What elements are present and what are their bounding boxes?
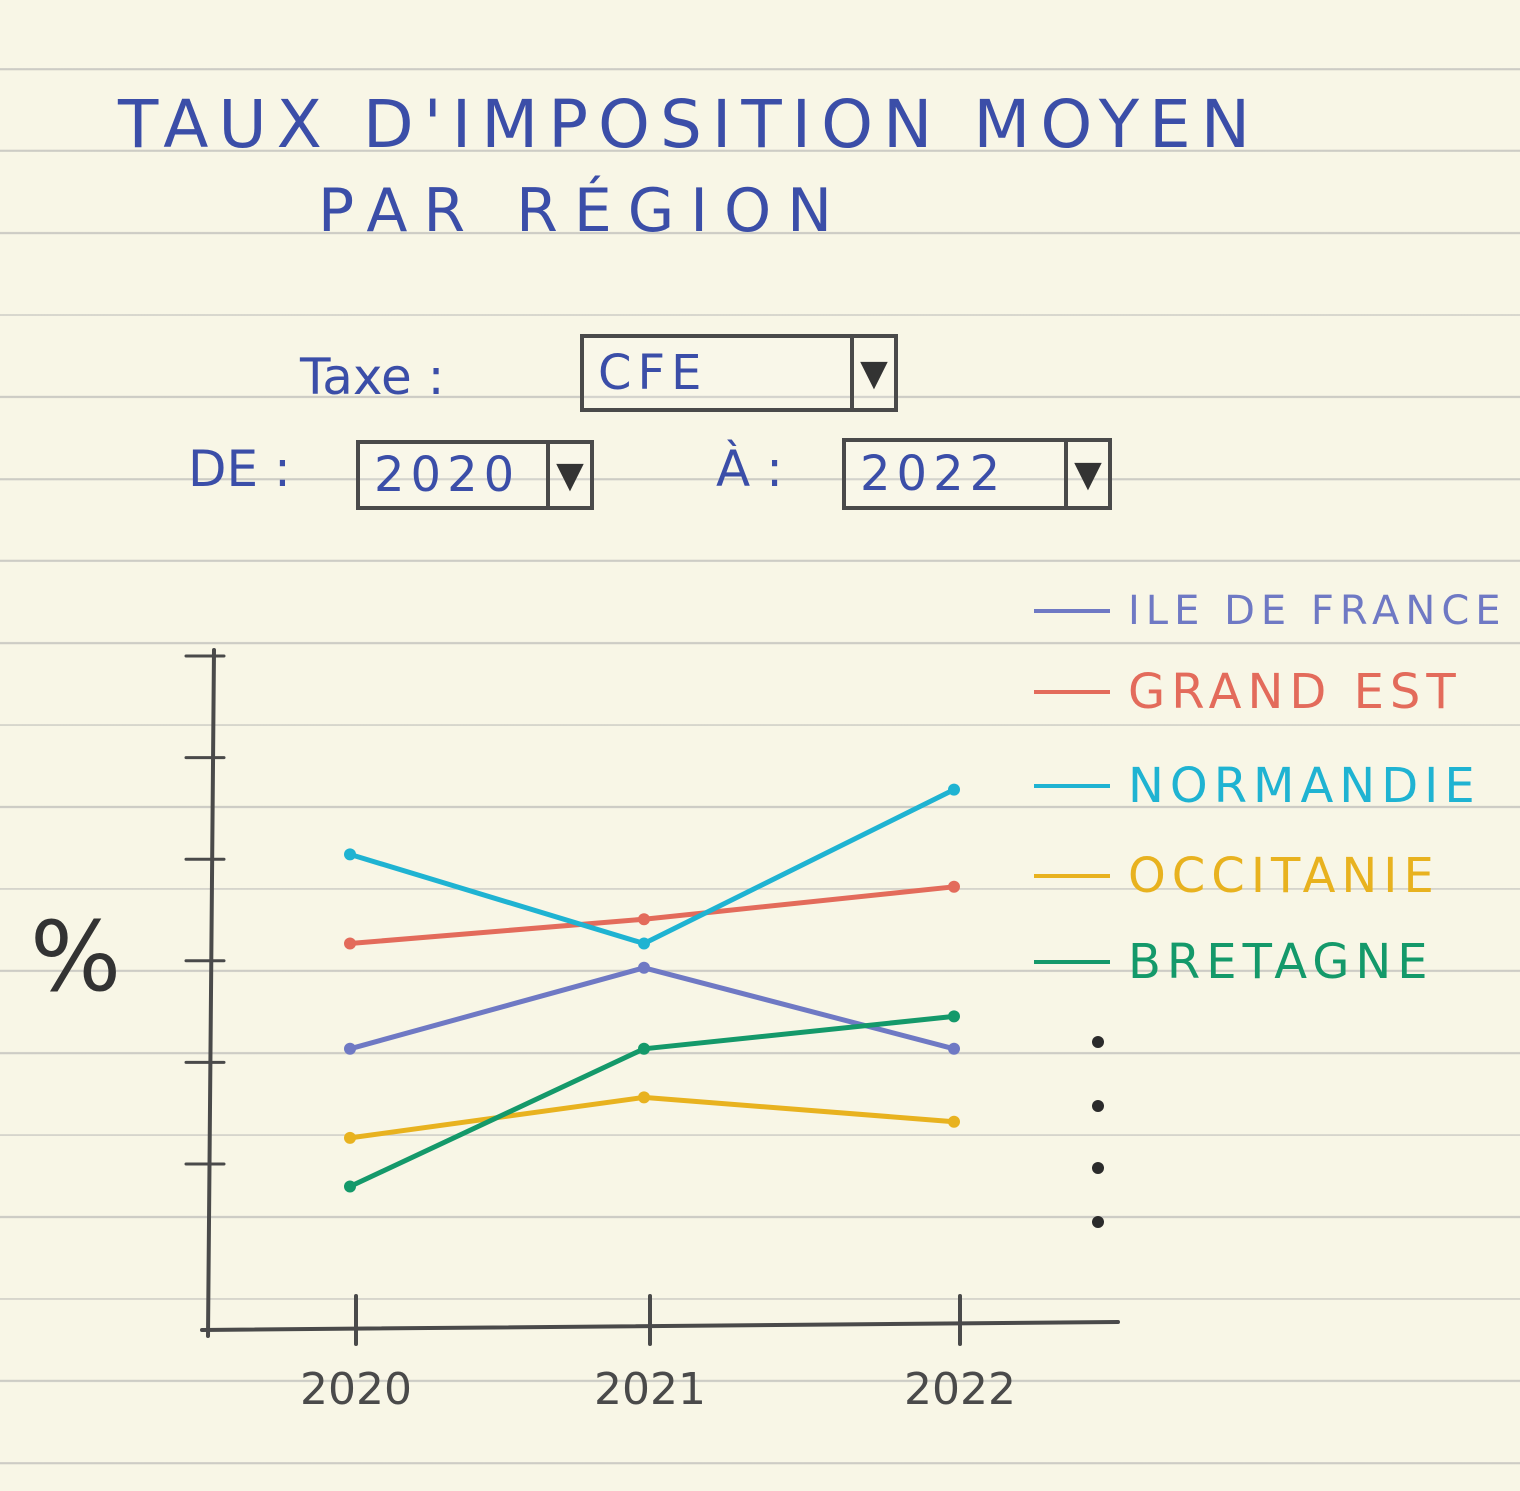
x-tick-label: 2021 [594,1364,706,1415]
legend-swatch-ile-de-france [1034,609,1110,613]
legend-swatch-occitanie [1034,874,1110,878]
legend-label-bretagne: BRETAGNE [1128,934,1434,990]
data-point-occitanie [948,1115,960,1128]
y-axis-line [206,648,216,1338]
data-point-grand-est [638,913,650,926]
from-year-select[interactable]: 2020 ▼ [356,440,594,510]
to-year-value: 2022 [860,446,1007,502]
legend-swatch-grand-est [1034,690,1110,694]
page-title-line-1: TAUX D'IMPOSITION MOYEN [118,86,1261,163]
data-point-bretagne [344,1180,356,1193]
ellipsis-dot [1092,1162,1104,1174]
data-point-grand-est [948,880,960,893]
chevron-down-icon[interactable]: ▼ [546,444,590,506]
x-tick-label: 2020 [300,1364,412,1415]
series-line-grand-est [347,884,957,946]
series-line-occitanie [347,1094,957,1141]
data-point-ile-de-france [948,1042,960,1055]
legend-more-indicator [1088,1030,1110,1230]
data-point-normandie [638,937,650,950]
page-title-line-2: PAR RÉGION [318,176,849,246]
legend-item-ile-de-france: ILE DE FRANCE [1034,588,1507,634]
legend-label-occitanie: OCCITANIE [1128,848,1440,904]
series-line-ile-de-france [347,965,957,1052]
to-year-select[interactable]: 2022 ▼ [842,438,1112,510]
data-point-grand-est [344,937,356,950]
data-point-bretagne [638,1042,650,1055]
data-point-normandie [344,848,356,861]
chevron-down-icon[interactable]: ▼ [850,338,894,408]
chart-x-tick-labels: 2020 2021 2022 [300,1364,1016,1415]
legend-label-grand-est: GRAND EST [1128,664,1462,720]
chart-series [344,783,960,1193]
tax-label: Taxe : [300,348,445,406]
legend-swatch-normandie [1034,784,1110,788]
ellipsis-dot [1092,1036,1104,1048]
ellipsis-dot [1092,1216,1104,1228]
x-axis-line [200,1320,1120,1332]
legend-label-normandie: NORMANDIE [1128,758,1481,814]
chart-axes [184,648,1120,1346]
from-year-value: 2020 [374,447,521,503]
legend-item-grand-est: GRAND EST [1034,664,1462,720]
to-label: À : [716,440,783,498]
data-point-ile-de-france [638,961,650,974]
tax-select-value: CFE [598,345,708,401]
from-label: DE : [188,440,291,498]
legend-item-bretagne: BRETAGNE [1034,934,1434,990]
legend-label-ile-de-france: ILE DE FRANCE [1128,588,1507,634]
ellipsis-dot [1092,1100,1104,1112]
x-tick-label: 2022 [904,1364,1016,1415]
legend-item-occitanie: OCCITANIE [1034,848,1440,904]
data-point-bretagne [948,1010,960,1023]
series-line-bretagne [347,1013,957,1189]
data-point-ile-de-france [344,1042,356,1055]
tax-select[interactable]: CFE ▼ [580,334,898,412]
legend-swatch-bretagne [1034,960,1110,964]
chevron-down-icon[interactable]: ▼ [1064,442,1108,506]
legend-item-normandie: NORMANDIE [1034,758,1481,814]
data-point-occitanie [344,1131,356,1144]
data-point-normandie [948,783,960,796]
y-axis-label: % [30,901,121,1013]
data-point-occitanie [638,1091,650,1104]
